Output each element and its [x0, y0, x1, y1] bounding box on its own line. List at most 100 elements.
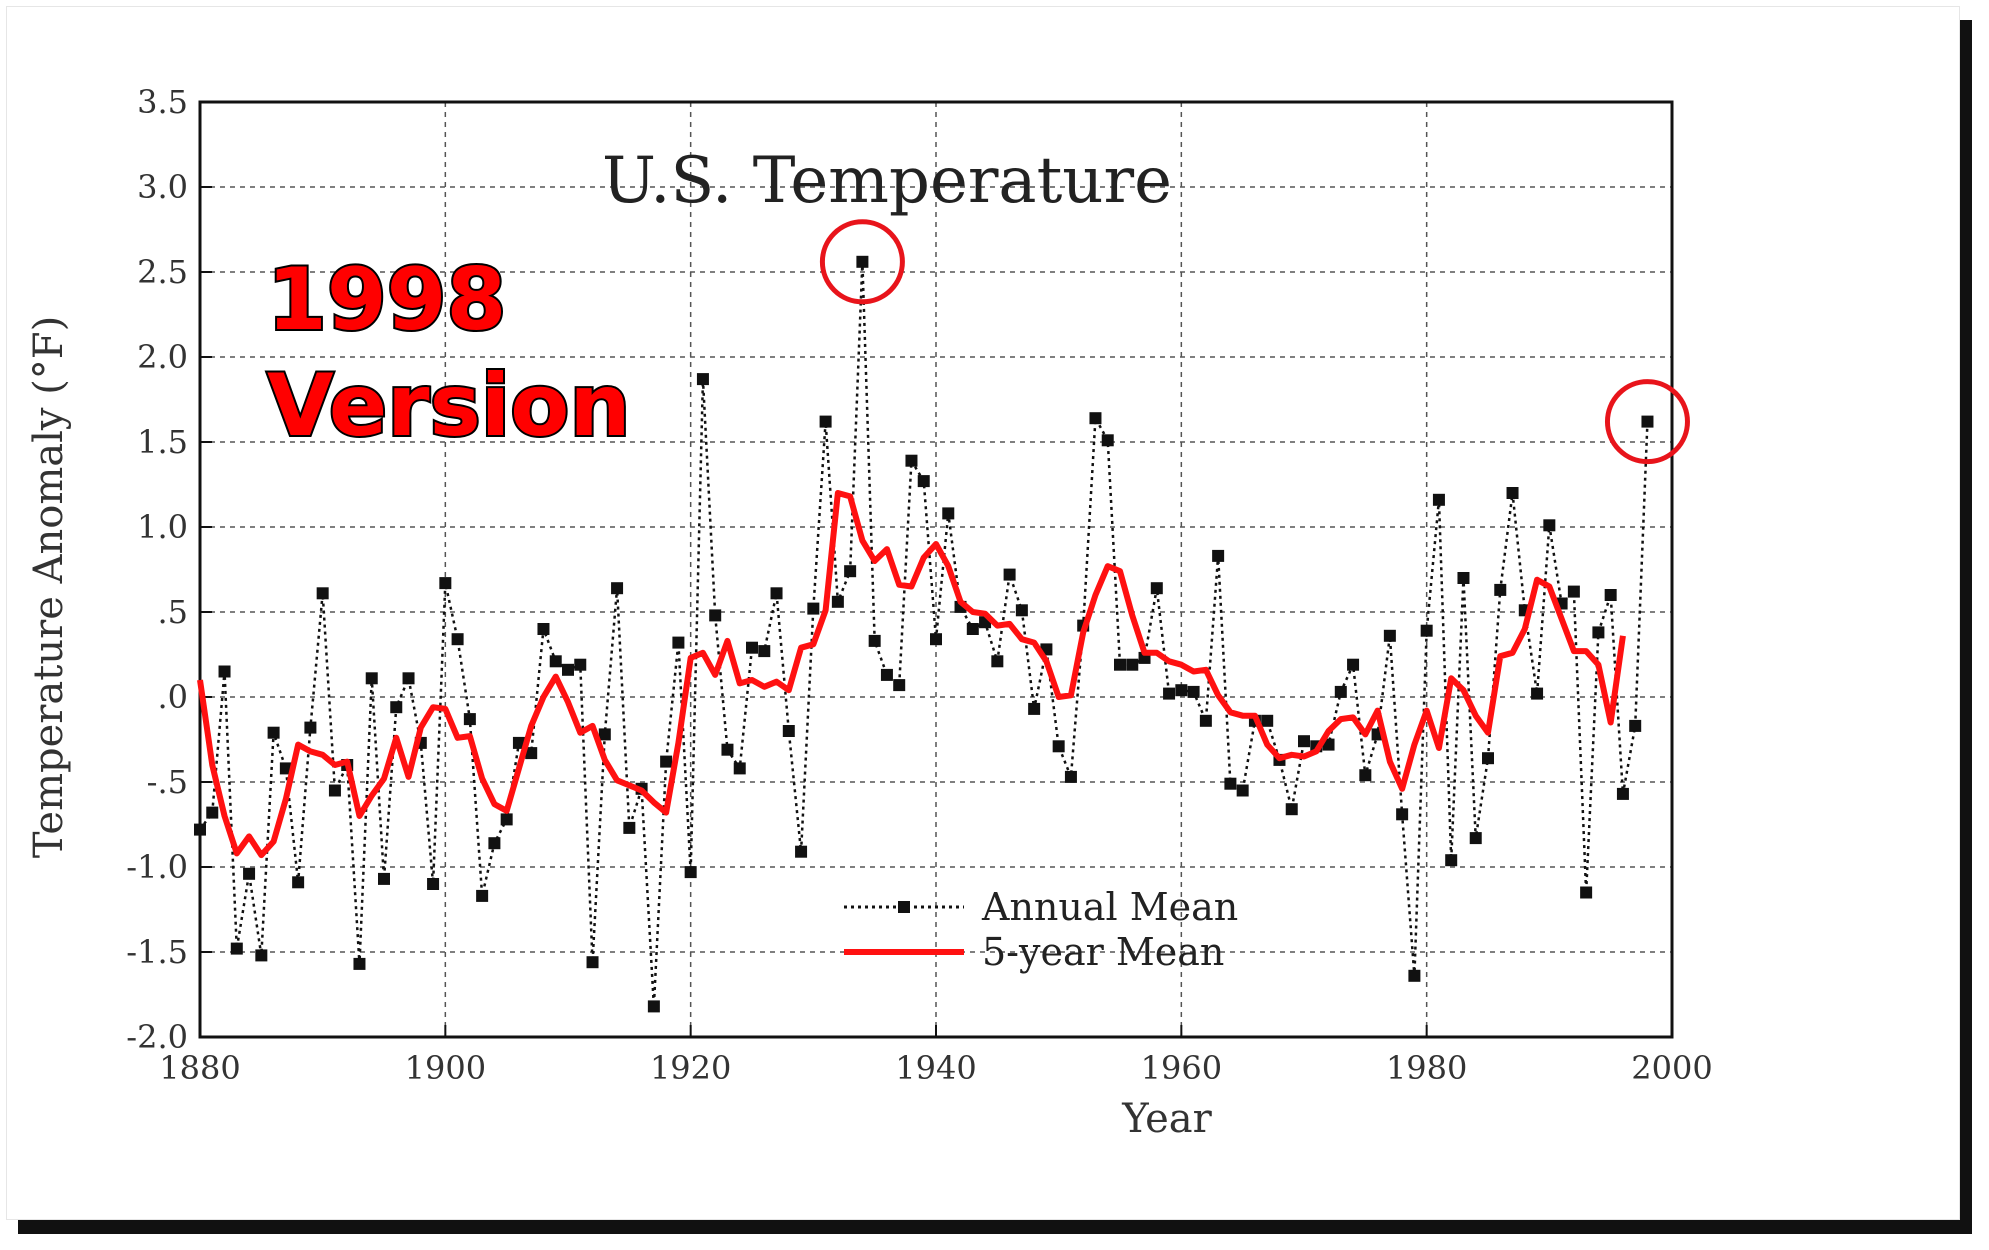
- y-tick-label: 1.0: [137, 508, 188, 546]
- annual-mean-point: [255, 949, 268, 962]
- annual-mean-point: [586, 956, 599, 969]
- annual-mean-point: [893, 679, 906, 692]
- y-tick-label: 3.0: [137, 168, 188, 206]
- annual-mean-point: [1469, 832, 1482, 845]
- annual-mean-point: [733, 762, 746, 775]
- annual-mean-point: [1432, 493, 1445, 506]
- series-annual-mean: [194, 255, 1654, 1013]
- annual-mean-point: [1163, 687, 1176, 700]
- annual-mean-point: [1567, 585, 1580, 598]
- annual-mean-point: [1641, 415, 1654, 428]
- annual-mean-point: [660, 755, 673, 768]
- annual-mean-point: [905, 454, 918, 467]
- annual-mean-point: [746, 641, 758, 654]
- annual-mean-point: [647, 1000, 660, 1013]
- annual-mean-point: [623, 821, 636, 834]
- annual-mean-point: [917, 475, 930, 488]
- y-axis-ticks: -2.0 -1.5 -1.0 -.5 .0 .5 1.0 1.5 2.0 2.5 3.0 3.5: [126, 83, 212, 1056]
- highlight-circle: [1604, 379, 1690, 465]
- x-tick-label: 1960: [1141, 1049, 1222, 1087]
- y-tick-label: 3.5: [137, 83, 188, 121]
- annual-mean-point: [427, 878, 440, 890]
- annual-mean-point: [856, 255, 869, 268]
- x-tick-label: 1980: [1386, 1049, 1467, 1087]
- annual-mean-point: [758, 645, 771, 658]
- annual-mean-point: [1531, 687, 1544, 700]
- overlay-version: Version: [267, 356, 631, 456]
- annual-mean-point: [930, 633, 942, 646]
- y-tick-label: .0: [157, 678, 188, 716]
- series-5-year-mean: [197, 490, 1626, 859]
- annual-mean-point: [243, 867, 256, 880]
- annual-mean-point: [476, 889, 489, 902]
- annual-mean-point: [598, 728, 611, 741]
- annual-mean-point: [991, 655, 1004, 668]
- annual-mean-point: [353, 957, 366, 970]
- annual-mean-point: [267, 726, 280, 739]
- legend-annual-label: Annual Mean: [981, 885, 1238, 929]
- legend: Annual Mean 5-year Mean: [844, 885, 1238, 974]
- annual-mean-point: [1089, 412, 1102, 425]
- annual-mean-point: [1506, 487, 1519, 499]
- y-tick-label: .5: [157, 593, 188, 631]
- annual-mean-point: [1543, 519, 1556, 532]
- y-tick-label: 2.5: [137, 253, 188, 291]
- annual-mean-point: [439, 577, 452, 590]
- annual-mean-point: [206, 806, 219, 819]
- annual-mean-point: [1199, 714, 1212, 727]
- annual-mean-point: [562, 663, 574, 676]
- x-axis-title: Year: [1121, 1096, 1212, 1142]
- annual-mean-point: [1101, 434, 1114, 447]
- annual-mean-point: [316, 587, 329, 600]
- annual-mean-point: [782, 725, 795, 737]
- annual-mean-point: [488, 837, 501, 850]
- annual-mean-point: [1003, 568, 1016, 581]
- annual-mean-point: [721, 743, 734, 756]
- legend-five-year-label: 5-year Mean: [982, 930, 1224, 974]
- temperature-chart: -2.0 -1.5 -1.0 -.5 .0 .5 1.0 1.5 2.0 2.5 3.0 3.5 18…: [26, 83, 1713, 1142]
- annual-mean-point: [304, 721, 317, 734]
- annual-mean-point: [1028, 702, 1041, 715]
- annual-mean-point: [390, 701, 403, 714]
- y-tick-label: -2.0: [126, 1018, 188, 1056]
- annual-mean-point: [1126, 658, 1139, 671]
- annual-mean-point: [1616, 787, 1629, 800]
- annual-mean-point: [1212, 549, 1225, 562]
- annual-mean-point: [1015, 604, 1028, 617]
- y-axis-title: Temperature Anomaly (°F): [26, 316, 72, 858]
- overlay-year: 1998: [267, 250, 506, 350]
- annual-mean-point: [819, 415, 832, 428]
- annual-mean-point: [1457, 572, 1470, 584]
- annual-mean-point: [1334, 685, 1347, 698]
- annual-mean-point: [709, 609, 722, 622]
- annual-mean-point: [1420, 624, 1433, 637]
- chart-frame: -2.0 -1.5 -1.0 -.5 .0 .5 1.0 1.5 2.0 2.5 3.0 3.5 18…: [6, 6, 1960, 1220]
- annual-mean-point: [451, 633, 464, 646]
- version-overlay: 1998 Version: [265, 248, 633, 458]
- annual-mean-point: [880, 668, 893, 681]
- y-tick-label: -1.5: [126, 933, 188, 971]
- annual-mean-point: [230, 942, 243, 955]
- annual-mean-point: [942, 507, 955, 520]
- annual-mean-point: [1408, 969, 1421, 982]
- annual-mean-point: [402, 672, 415, 685]
- legend-annual-marker: [898, 901, 910, 913]
- annual-mean-point: [1396, 808, 1409, 821]
- annual-mean-point: [574, 658, 587, 671]
- annual-mean-point: [1445, 854, 1458, 867]
- annual-mean-point: [218, 665, 231, 678]
- annual-mean-point: [696, 373, 709, 386]
- highlight-circle: [819, 219, 905, 305]
- annual-mean-point: [463, 713, 476, 726]
- annual-mean-point: [1298, 735, 1310, 748]
- annual-mean-point: [1580, 886, 1593, 899]
- annual-mean-point: [672, 636, 685, 649]
- annual-mean-point: [378, 872, 390, 885]
- annual-mean-point: [1482, 752, 1494, 765]
- annual-mean-point: [844, 565, 857, 578]
- annual-mean-point: [1236, 784, 1249, 797]
- annual-mean-point: [684, 866, 697, 879]
- annual-mean-point: [549, 655, 562, 668]
- annual-mean-point: [868, 634, 881, 647]
- annual-mean-point: [194, 823, 206, 836]
